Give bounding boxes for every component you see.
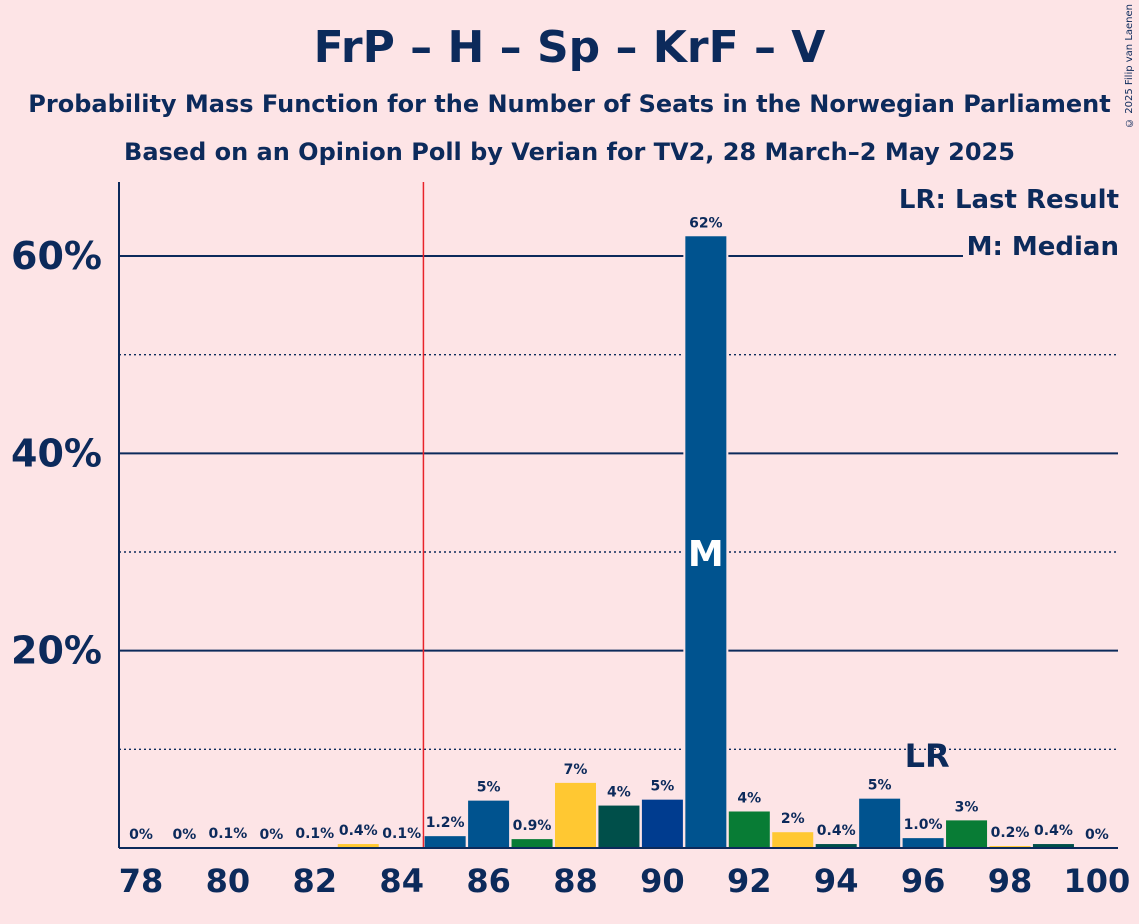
bar-seat-95: [859, 798, 901, 848]
bar-seat-93: [772, 832, 814, 848]
x-tick-92: 92: [727, 862, 772, 900]
data-label-seat-79: 0%: [173, 827, 197, 843]
data-label-seat-95: 5%: [868, 778, 892, 794]
bar-halo: [292, 845, 338, 848]
x-tick-96: 96: [901, 862, 946, 900]
last-result-label: LR: [905, 737, 950, 775]
bar-seat-94: [815, 844, 857, 848]
chart-title: FrP – H – Sp – KrF – V: [313, 22, 826, 73]
x-tick-82: 82: [293, 862, 338, 900]
bar-seat-92: [728, 811, 770, 848]
chart-source: Based on an Opinion Poll by Verian for T…: [124, 138, 1015, 166]
bar-halo: [379, 845, 425, 848]
data-label-seat-93: 2%: [781, 811, 805, 827]
x-tick-86: 86: [466, 862, 511, 900]
bar-seat-83: [337, 844, 379, 848]
data-label-seat-87: 0.9%: [513, 818, 552, 834]
data-label-seat-96: 1.0%: [904, 817, 943, 833]
x-tick-78: 78: [119, 862, 164, 900]
data-label-seat-97: 3%: [955, 799, 979, 815]
x-tick-88: 88: [553, 862, 598, 900]
bar-seat-86: [468, 800, 510, 848]
x-tick-94: 94: [814, 862, 859, 900]
data-label-seat-86: 5%: [477, 780, 501, 796]
x-tick-98: 98: [988, 862, 1033, 900]
data-label-seat-78: 0%: [129, 827, 153, 843]
bar-halo: [205, 845, 251, 848]
data-label-seat-81: 0%: [259, 827, 283, 843]
data-label-seat-98: 0.2%: [991, 825, 1030, 841]
data-label-seat-90: 5%: [651, 779, 675, 795]
data-label-seat-91: 62%: [689, 215, 723, 231]
data-label-seat-99: 0.4%: [1034, 823, 1073, 839]
legend-median: M: Median: [962, 232, 1119, 262]
y-tick-20: 20%: [11, 629, 102, 673]
data-label-seat-94: 0.4%: [817, 823, 856, 839]
data-label-seat-83: 0.4%: [339, 823, 378, 839]
bar-seat-97: [946, 820, 988, 848]
data-label-seat-80: 0.1%: [208, 826, 247, 842]
data-label-seat-89: 4%: [607, 785, 631, 801]
data-label-seat-100: 0%: [1085, 827, 1109, 843]
data-label-seat-82: 0.1%: [295, 826, 334, 842]
x-tick-80: 80: [206, 862, 251, 900]
bar-seat-99: [1032, 844, 1074, 848]
bar-seat-88: [555, 782, 596, 848]
bar-seat-89: [598, 805, 640, 848]
bar-seat-87: [511, 839, 553, 848]
bar-seat-90: [641, 799, 683, 848]
bar-halo: [987, 844, 1033, 848]
x-tick-84: 84: [379, 862, 424, 900]
legend-last-result: LR: Last Result: [898, 185, 1119, 215]
data-label-seat-85: 1.2%: [426, 815, 465, 831]
y-tick-60: 60%: [11, 234, 102, 278]
y-tick-40: 40%: [11, 431, 102, 475]
x-tick-100: 100: [1064, 862, 1131, 900]
data-label-seat-84: 0.1%: [382, 826, 421, 842]
x-tick-90: 90: [640, 862, 685, 900]
bar-seat-96: [902, 838, 944, 848]
data-label-seat-92: 4%: [737, 790, 761, 806]
bar-seat-91: [685, 236, 727, 848]
median-marker: M: [688, 534, 724, 575]
chart-subtitle: Probability Mass Function for the Number…: [28, 90, 1111, 118]
data-label-seat-88: 7%: [564, 762, 588, 778]
bar-seat-85: [424, 836, 466, 848]
